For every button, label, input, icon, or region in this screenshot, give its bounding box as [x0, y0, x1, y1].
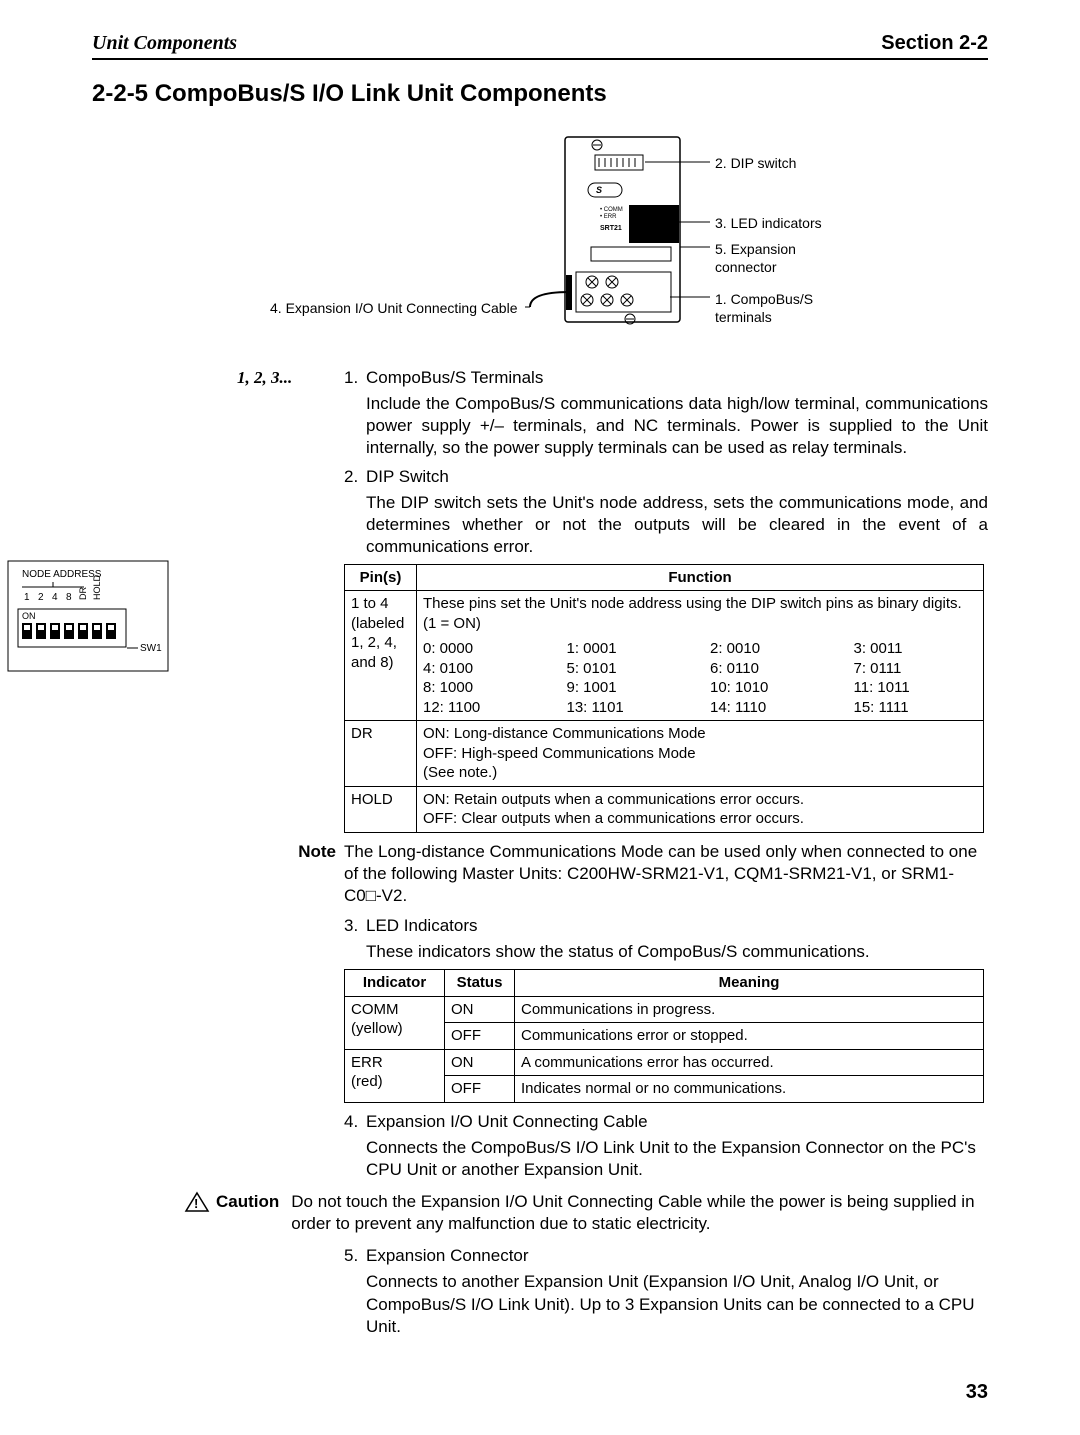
item4-num: 4. [344, 1111, 366, 1133]
code: 3: 0011 [854, 639, 978, 659]
callout-led: 3. LED indicators [715, 214, 822, 232]
t1r2c: (See note.) [423, 764, 497, 781]
header-right: Section 2-2 [881, 30, 988, 56]
svg-text:SRT21: SRT21 [600, 225, 622, 232]
caution-text: Do not touch the Expansion I/O Unit Conn… [291, 1191, 988, 1235]
t1-h2: Function [417, 564, 984, 591]
code: 15: 1111 [854, 698, 978, 718]
code: 1: 0001 [567, 639, 691, 659]
t2r1m2: Communications error or stopped. [515, 1023, 984, 1050]
t2r2m1: A communications error has occurred. [515, 1049, 984, 1076]
t1r3c1: HOLD [345, 786, 417, 832]
note-text: The Long-distance Communications Mode ca… [344, 841, 988, 907]
t2r1m1: Communications in progress. [515, 996, 984, 1023]
caution-label: Caution [216, 1191, 279, 1213]
t2r2s1: ON [445, 1049, 515, 1076]
t1-h1: Pin(s) [345, 564, 417, 591]
item5-para: Connects to another Expansion Unit (Expa… [344, 1271, 988, 1337]
svg-text:• COMM: • COMM [600, 207, 623, 213]
t2r1b: (yellow) [351, 1020, 403, 1037]
svg-text:• ERR: • ERR [600, 214, 617, 220]
code: 5: 0101 [567, 659, 691, 679]
item3-para: These indicators show the status of Comp… [344, 941, 988, 963]
item4-title: Expansion I/O Unit Connecting Cable [366, 1111, 988, 1133]
indicator-table: IndicatorStatusMeaning COMM (yellow) ONCom… [344, 969, 984, 1103]
callout-exp-conn: 5. Expansion connector [715, 240, 840, 276]
header-left: Unit Components [92, 30, 237, 56]
svg-text:!: ! [194, 1196, 198, 1211]
code: 9: 1001 [567, 678, 691, 698]
t1r1c1b: (labeled 1, 2, 4, and 8) [351, 615, 404, 671]
code: 7: 0111 [854, 659, 978, 679]
page-number: 33 [966, 1379, 988, 1405]
item2-num: 2. [344, 466, 366, 488]
t1r2c1: DR [345, 721, 417, 787]
unit-diagram: S • COMM • ERR SRT21 2. DIP switch 3. LE… [240, 127, 840, 347]
item1-para: Include the CompoBus/S communications da… [344, 393, 988, 459]
svg-text:NODE ADDRESS: NODE ADDRESS [22, 569, 102, 580]
code: 6: 0110 [710, 659, 834, 679]
t1r2b: OFF: High-speed Communications Mode [423, 745, 696, 762]
code: 8: 1000 [423, 678, 547, 698]
note-label: Note [284, 841, 344, 907]
t1r3a: ON: Retain outputs when a communications… [423, 791, 804, 808]
t2h2: Status [445, 970, 515, 997]
svg-text:DR: DR [78, 587, 88, 600]
num-list-label: 1, 2, 3... [237, 367, 292, 389]
t2r2s2: OFF [445, 1076, 515, 1103]
t1r1c1a: 1 to 4 [351, 595, 389, 612]
code: 0: 0000 [423, 639, 547, 659]
svg-text:HOLD: HOLD [92, 574, 102, 600]
t2r2a: ERR [351, 1054, 383, 1071]
svg-text:SW1: SW1 [140, 643, 162, 654]
item5-title: Expansion Connector [366, 1245, 988, 1267]
numbered-list: 1.CompoBus/S Terminals Include the Compo… [92, 367, 988, 558]
item4-para: Connects the CompoBus/S I/O Link Unit to… [344, 1137, 988, 1181]
svg-text:S: S [596, 185, 602, 195]
code: 12: 1100 [423, 698, 547, 718]
caution-block: ! Caution Do not touch the Expansion I/O… [92, 1191, 988, 1235]
caution-icon: ! [184, 1191, 210, 1213]
callout-dip: 2. DIP switch [715, 154, 796, 172]
section-heading: 2-2-5 CompoBus/S I/O Link Unit Component… [92, 78, 988, 109]
page-header: Unit Components Section 2-2 [92, 30, 988, 60]
t2r1a: COMM [351, 1001, 399, 1018]
item5-num: 5. [344, 1245, 366, 1267]
code: 10: 1010 [710, 678, 834, 698]
t1r2a: ON: Long-distance Communications Mode [423, 725, 706, 742]
t2r1s1: ON [445, 996, 515, 1023]
callout-terminals: 1. CompoBus/S terminals [715, 290, 840, 326]
t2r1s2: OFF [445, 1023, 515, 1050]
svg-text:8: 8 [66, 592, 72, 603]
callout-cable: 4. Expansion I/O Unit Connecting Cable [270, 299, 517, 317]
t1r3b: OFF: Clear outputs when a communications… [423, 810, 804, 827]
note-block: Note The Long-distance Communications Mo… [92, 841, 988, 907]
pin-function-table: Pin(s)Function 1 to 4 (labeled 1, 2, 4, a… [344, 564, 984, 833]
item1-num: 1. [344, 367, 366, 389]
item2-para: The DIP switch sets the Unit's node addr… [344, 492, 988, 558]
svg-text:2: 2 [38, 592, 44, 603]
code: 2: 0010 [710, 639, 834, 659]
t2h1: Indicator [345, 970, 445, 997]
t2r2m2: Indicates normal or no communications. [515, 1076, 984, 1103]
svg-text:ON: ON [22, 611, 36, 621]
code: 14: 1110 [710, 698, 834, 718]
t2r2b: (red) [351, 1073, 383, 1090]
svg-text:1: 1 [24, 592, 30, 603]
code: 11: 1011 [854, 678, 978, 698]
item1-title: CompoBus/S Terminals [366, 367, 988, 389]
t1r1c2: These pins set the Unit's node address u… [417, 591, 984, 637]
item3-title: LED Indicators [366, 915, 988, 937]
item3-num: 3. [344, 915, 366, 937]
item2-title: DIP Switch [366, 466, 988, 488]
code: 4: 0100 [423, 659, 547, 679]
dip-switch-diagram: NODE ADDRESS 1 2 4 8 DR HOLD ON SW1 [0, 553, 190, 683]
code-grid: 0: 0000 1: 0001 2: 0010 3: 0011 4: 0100 5: 0… [423, 639, 977, 717]
t2h3: Meaning [515, 970, 984, 997]
code: 13: 1101 [567, 698, 691, 718]
svg-text:4: 4 [52, 592, 58, 603]
